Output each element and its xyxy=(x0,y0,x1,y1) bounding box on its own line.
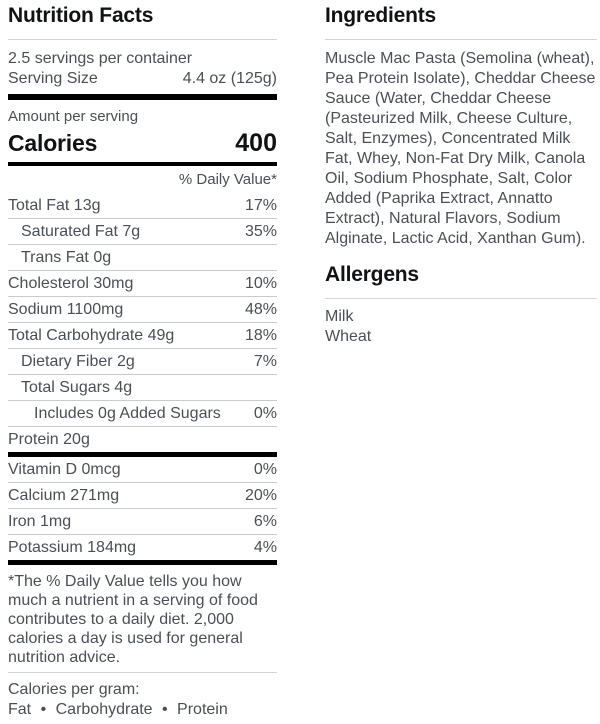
nutrient-daily-value: 48% xyxy=(244,301,277,318)
table-row: Calcium 271mg 20% xyxy=(8,483,277,509)
table-row: Includes 0g Added Sugars 0% xyxy=(8,401,277,427)
thick-bar xyxy=(8,560,277,565)
list-item: Wheat xyxy=(325,328,372,345)
daily-value-footnote: *The % Daily Value tells you how much a … xyxy=(8,573,258,666)
calories-row: Calories 400 xyxy=(8,129,277,157)
thick-bar xyxy=(8,452,277,457)
vitamin-daily-value: 0% xyxy=(253,461,277,478)
nutrient-label: Total Carbohydrate 49g xyxy=(8,327,175,344)
thick-bar xyxy=(8,94,277,100)
table-row: Trans Fat 0g xyxy=(8,245,277,271)
serving-size-label: Serving Size xyxy=(8,70,98,87)
nutrition-facts-panel: Nutrition Facts 2.5 servings per contain… xyxy=(8,2,277,720)
calories-label: Calories xyxy=(8,130,98,156)
amount-per-serving: Amount per serving xyxy=(8,108,139,125)
nutrient-label: Cholesterol 30mg xyxy=(8,275,134,292)
nutrient-label: Total Fat 13g xyxy=(8,197,101,214)
vitamin-daily-value: 6% xyxy=(253,513,277,530)
nutrient-label: Total Sugars 4g xyxy=(21,379,133,396)
table-row: Iron 1mg 6% xyxy=(8,509,277,535)
nutrition-facts-title: Nutrition Facts xyxy=(8,4,154,27)
daily-value-header: % Daily Value* xyxy=(178,171,277,188)
servings-per-container: 2.5 servings per container xyxy=(8,50,193,67)
calories-value: 400 xyxy=(235,129,277,157)
table-row: Vitamin D 0mcg 0% xyxy=(8,457,277,483)
vitamin-label: Vitamin D 0mcg xyxy=(8,461,121,478)
table-row: Potassium 184mg 4% xyxy=(8,535,277,560)
serving-size-row: Serving Size 4.4 oz (125g) xyxy=(8,69,277,89)
table-row: Saturated Fat 7g 35% xyxy=(8,219,277,245)
nutrient-label: Saturated Fat 7g xyxy=(21,223,141,240)
ingredients-text: Muscle Mac Pasta (Semolina (wheat), Pea … xyxy=(325,50,596,247)
calories-per-gram-items: Fat • Carbohydrate • Protein xyxy=(8,701,228,718)
nutrient-label: Sodium 1100mg xyxy=(8,301,124,318)
list-item: Milk xyxy=(325,308,354,325)
allergen-list: Milk Wheat xyxy=(325,307,597,347)
nutrient-daily-value: 10% xyxy=(244,275,277,292)
table-row: Total Sugars 4g xyxy=(8,375,277,401)
table-row: Total Fat 13g 17% xyxy=(8,193,277,219)
nutrient-label: Dietary Fiber 2g xyxy=(21,353,135,370)
nutrient-label: Includes 0g Added Sugars xyxy=(34,405,221,422)
vitamin-label: Calcium 271mg xyxy=(8,487,120,504)
nutrient-daily-value: 35% xyxy=(244,223,277,240)
ingredients-title: Ingredients xyxy=(325,4,436,27)
vitamin-table: Vitamin D 0mcg 0% Calcium 271mg 20% Iron… xyxy=(8,457,277,560)
nutrient-table: Total Fat 13g 17% Saturated Fat 7g 35% T… xyxy=(8,193,277,452)
title-divider xyxy=(325,298,597,299)
nutrient-daily-value: 7% xyxy=(253,353,277,370)
vitamin-label: Iron 1mg xyxy=(8,513,72,530)
table-row: Protein 20g xyxy=(8,427,277,452)
nutrient-daily-value: 0% xyxy=(253,405,277,422)
nutrient-label: Protein 20g xyxy=(8,431,90,448)
ingredients-panel: Ingredients Muscle Mac Pasta (Semolina (… xyxy=(325,2,597,720)
nutrient-daily-value: 17% xyxy=(244,197,277,214)
vitamin-daily-value: 20% xyxy=(244,487,277,504)
table-row: Total Carbohydrate 49g 18% xyxy=(8,323,277,349)
table-row: Cholesterol 30mg 10% xyxy=(8,271,277,297)
title-divider xyxy=(325,39,597,40)
thick-bar xyxy=(8,162,277,166)
table-row: Sodium 1100mg 48% xyxy=(8,297,277,323)
vitamin-daily-value: 4% xyxy=(253,539,277,556)
serving-size-value: 4.4 oz (125g) xyxy=(182,70,277,87)
nutrient-label: Trans Fat 0g xyxy=(21,249,112,266)
allergens-title: Allergens xyxy=(325,263,419,286)
footnote-divider xyxy=(8,672,277,673)
vitamin-label: Potassium 184mg xyxy=(8,539,137,556)
title-divider xyxy=(8,39,277,40)
nutrient-daily-value: 18% xyxy=(244,327,277,344)
table-row: Dietary Fiber 2g 7% xyxy=(8,349,277,375)
calories-per-gram-label: Calories per gram: xyxy=(8,681,140,698)
